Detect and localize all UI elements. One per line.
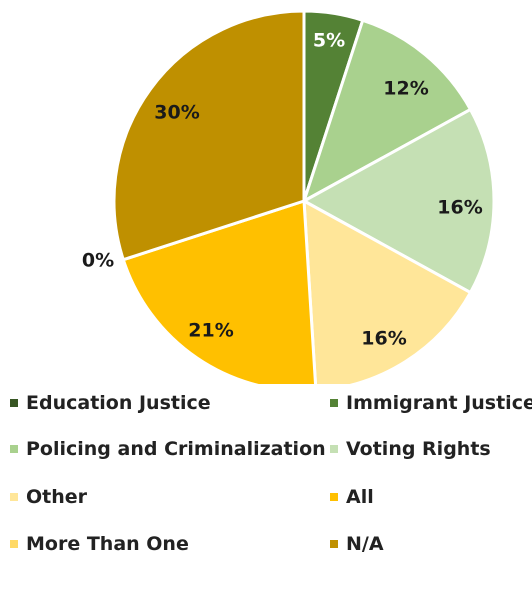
- legend-swatch: [10, 540, 18, 548]
- pie-slices: [112, 9, 496, 384]
- legend-swatch: [330, 399, 338, 407]
- chart-legend: Education Justice Immigrant Justice Polici…: [0, 384, 532, 594]
- legend-item-other: Other: [10, 486, 87, 508]
- legend-label: N/A: [346, 533, 384, 555]
- pie-slice-all: [121, 199, 318, 384]
- pie-slice-policing-and-criminalization: [302, 18, 472, 203]
- pie-labels: 5% 12% 16% 16% 21% 0% 30%: [82, 30, 483, 350]
- legend-swatch: [10, 399, 18, 407]
- legend-item-policing-and-criminalization: Policing and Criminalization: [10, 438, 326, 460]
- legend-label: More Than One: [26, 533, 189, 555]
- legend-item-all: All: [330, 486, 374, 508]
- legend-swatch: [330, 445, 338, 453]
- legend-item-n-a: N/A: [330, 533, 384, 555]
- data-label-immigrant-justice: 5%: [313, 30, 345, 52]
- data-label-all: 21%: [188, 320, 233, 342]
- legend-swatch: [330, 493, 338, 501]
- data-label-policing-and-criminalization: 12%: [383, 78, 428, 100]
- legend-swatch: [330, 540, 338, 548]
- pie-chart: 5% 12% 16% 16% 21% 0% 30%: [82, 9, 496, 384]
- data-label-voting-rights: 16%: [437, 197, 482, 219]
- pie-slice-n-a: [112, 9, 306, 262]
- data-label-other: 16%: [361, 328, 406, 350]
- legend-label: Immigrant Justice: [346, 392, 532, 414]
- legend-item-more-than-one: More Than One: [10, 533, 189, 555]
- data-label-n-a: 30%: [154, 102, 199, 124]
- pie-slice-voting-rights: [302, 107, 496, 295]
- legend-label: Other: [26, 486, 88, 508]
- legend-item-education-justice: Education Justice: [10, 392, 211, 414]
- legend-item-voting-rights: Voting Rights: [330, 438, 491, 460]
- legend-label: Education Justice: [26, 392, 211, 414]
- legend-label: Policing and Criminalization: [26, 438, 326, 460]
- legend-swatch: [10, 445, 18, 453]
- legend-item-immigrant-justice: Immigrant Justice: [330, 392, 532, 414]
- legend-label: Voting Rights: [346, 438, 491, 460]
- pie-slice-other: [302, 199, 472, 384]
- legend-label: All: [346, 486, 374, 508]
- data-label-more-than-one: 0%: [82, 250, 114, 272]
- legend-swatch: [10, 493, 18, 501]
